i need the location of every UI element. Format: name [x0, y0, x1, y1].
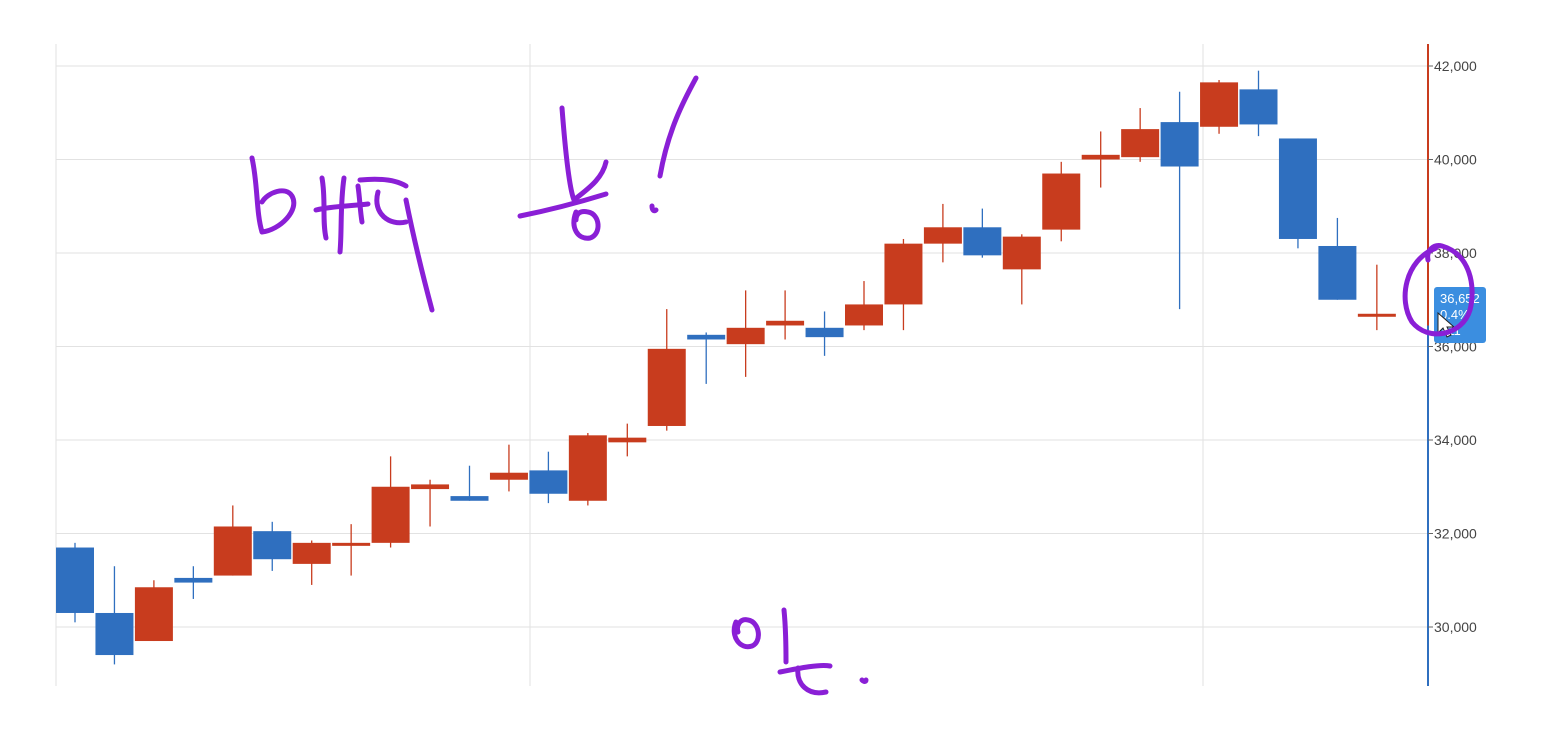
candle [489, 444, 528, 492]
ink-stroke [313, 175, 371, 255]
candle-body [292, 542, 331, 564]
candle-body [529, 470, 568, 494]
candle [647, 309, 686, 431]
candle [529, 451, 568, 504]
candle [1042, 161, 1081, 242]
candle-body [1081, 154, 1120, 160]
candle [568, 432, 607, 506]
candle-body [568, 435, 607, 501]
candle [95, 566, 134, 665]
candle [1278, 138, 1317, 249]
ink-stroke [571, 209, 601, 241]
ink-stroke [731, 617, 761, 650]
candle-body [1042, 173, 1081, 230]
candle-body [1002, 236, 1041, 270]
candle-body [253, 531, 292, 560]
candle-body [411, 484, 450, 490]
candle-body [450, 496, 489, 501]
candle [687, 332, 726, 384]
y-tick-label: 42,000 [1434, 58, 1477, 74]
candle-body [371, 486, 410, 543]
candle-body [1200, 82, 1239, 127]
candle-body [95, 612, 134, 656]
candle-body [845, 304, 883, 326]
candle [608, 423, 647, 457]
ink-stroke [249, 155, 297, 235]
y-tick-label: 32,000 [1434, 526, 1477, 542]
candle-body [608, 437, 647, 443]
candle-body [1278, 138, 1317, 239]
candle-body [647, 348, 686, 426]
candle-body [963, 227, 1002, 256]
candle [1121, 108, 1160, 162]
candle-body [1318, 245, 1357, 300]
ink-stroke [355, 176, 435, 313]
candle-body [1357, 313, 1396, 317]
y-tick-label: 30,000 [1434, 619, 1477, 635]
candle-body [726, 327, 765, 345]
candle-body [332, 542, 371, 546]
candle [726, 290, 765, 377]
candle [371, 456, 410, 548]
candle-body [766, 320, 805, 326]
candle-body [213, 526, 252, 576]
y-tick-label: 40,000 [1434, 152, 1477, 168]
candle [1200, 80, 1239, 134]
grid-lines [55, 44, 1428, 686]
ink-stroke [859, 677, 869, 684]
price-tag-line: 0.4% [1440, 307, 1470, 322]
candle-body [56, 547, 94, 613]
y-axis: 30,00032,00034,00036,00038,00040,00042,0… [1427, 44, 1477, 686]
candle [845, 281, 883, 331]
candle-body [1239, 89, 1278, 125]
candle-body [174, 577, 213, 583]
y-tick-label: 34,000 [1434, 432, 1477, 448]
candle [174, 566, 213, 599]
candle-body [687, 334, 726, 340]
ink-stroke [649, 75, 699, 214]
ink-stroke [777, 607, 833, 696]
ink-stroke [517, 191, 609, 219]
candle-body [1160, 122, 1199, 167]
candle-body [134, 587, 173, 642]
candle [923, 203, 962, 263]
candle [450, 465, 489, 501]
candle [1002, 234, 1041, 305]
candle [292, 540, 331, 585]
candle [56, 542, 94, 623]
ink-stroke [1402, 243, 1475, 337]
candle [805, 311, 844, 356]
handwritten-annotation [249, 75, 1475, 696]
candle [963, 208, 1002, 258]
candle-body [1121, 129, 1160, 158]
candles [56, 70, 1396, 665]
candle [884, 238, 923, 331]
candle-body [805, 327, 844, 338]
candle [1160, 91, 1199, 310]
candle-body [923, 227, 962, 244]
ink-stroke [559, 105, 609, 203]
candle-body [884, 243, 923, 305]
candle [1357, 264, 1396, 331]
candle [766, 290, 805, 340]
candle [411, 479, 450, 527]
candle-body [489, 472, 528, 480]
candle [253, 521, 292, 571]
candle [1318, 217, 1357, 300]
candle [1081, 131, 1120, 188]
candle [213, 505, 252, 576]
candle [134, 580, 173, 642]
candle [1239, 70, 1278, 137]
candle [332, 524, 371, 576]
